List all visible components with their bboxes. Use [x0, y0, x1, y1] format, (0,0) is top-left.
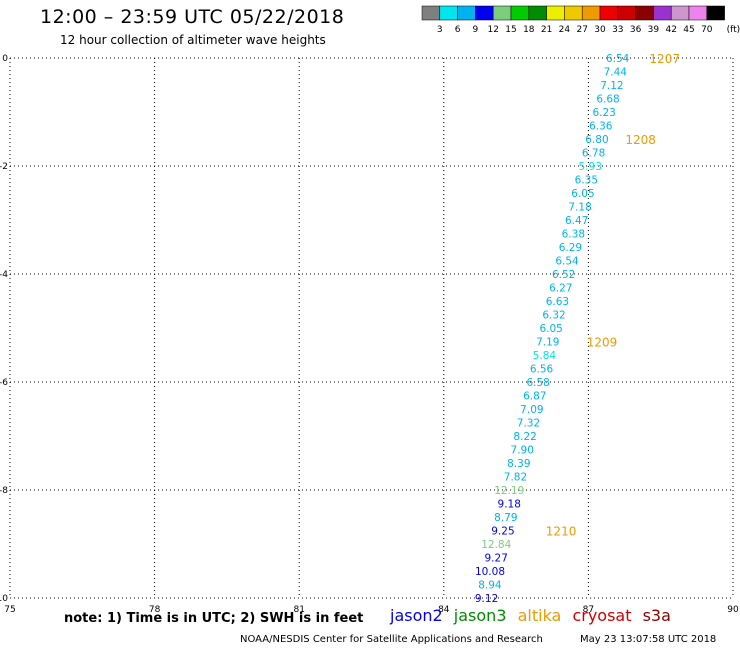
wave-height-point: 9.25 — [491, 526, 514, 538]
wave-height-point: 7.82 — [504, 472, 527, 484]
color-bin-label: 15 — [505, 25, 516, 35]
wave-height-point: 7.12 — [600, 80, 623, 92]
wave-height-point: 6.05 — [571, 188, 594, 200]
legend-cryosat: cryosat — [572, 606, 632, 625]
satellite-legend: jason2 jason3 altika cryosat s3a — [390, 606, 677, 625]
wave-height-point: 12.19 — [494, 485, 524, 497]
wave-height-point: 6.63 — [546, 296, 569, 308]
wave-height-point: 6.56 — [530, 364, 554, 376]
color-bin-label: 18 — [523, 25, 535, 35]
color-bin-label: 6 — [455, 25, 461, 35]
color-bin-label: 36 — [630, 25, 642, 35]
generated-timestamp: May 23 13:07:58 UTC 2018 — [580, 634, 717, 645]
y-tick-label: -8 — [0, 486, 8, 496]
color-bin-label: 24 — [559, 25, 571, 35]
time-label: 1207 — [649, 52, 680, 66]
color-bin-max — [706, 5, 725, 21]
legend-jason3: jason3 — [453, 606, 507, 625]
color-bin-label: 3 — [437, 25, 443, 35]
wave-height-point: 6.78 — [582, 148, 605, 160]
color-bin-label: 9 — [473, 25, 479, 35]
wave-height-point: 9.18 — [498, 499, 521, 511]
credit-line: NOAA/NESDIS Center for Satellite Applica… — [240, 634, 543, 645]
wave-height-point: 7.90 — [511, 445, 534, 457]
color-bin-label: 70 — [701, 25, 713, 35]
wave-height-point: 6.58 — [526, 377, 549, 389]
x-tick-label: 81 — [293, 605, 304, 612]
wave-height-chart: 75 78 81 84 87 90 0 -2 -4 -6 -8 -10 6.54 7.447.12 6.68… — [0, 52, 739, 612]
wave-height-point: 6.54 — [606, 53, 630, 65]
time-label: 1209 — [587, 336, 618, 350]
wave-height-point: 6.35 — [575, 175, 598, 187]
wave-height-point: 6.05 — [539, 323, 562, 335]
wave-height-point: 8.39 — [507, 458, 530, 470]
x-tick-label: 75 — [4, 605, 15, 612]
wave-height-point: 8.79 — [494, 512, 517, 524]
wave-height-point: 7.19 — [536, 337, 559, 349]
wave-height-point: 12.84 — [481, 539, 511, 551]
color-unit-label: (ft) — [727, 25, 740, 35]
wave-height-point: 7.18 — [568, 202, 591, 214]
x-tick-label: 90 — [727, 605, 739, 612]
y-tick-label: -6 — [0, 378, 8, 388]
wave-height-point: 6.87 — [523, 391, 546, 403]
legend-s3a: s3a — [642, 606, 671, 625]
y-tick-label: -10 — [0, 594, 8, 604]
wave-height-point: 6.32 — [542, 310, 565, 322]
wave-height-point: 6.52 — [552, 269, 575, 281]
wave-height-point: 10.08 — [475, 566, 505, 578]
wave-height-point: 6.68 — [596, 94, 619, 106]
wave-height-point: 6.23 — [592, 107, 615, 119]
legend-altika: altika — [517, 606, 562, 625]
grid — [9, 57, 734, 599]
wave-height-point: 6.27 — [549, 283, 572, 295]
footer-note: note: 1) Time is in UTC; 2) SWH is in fe… — [64, 611, 364, 626]
color-bin-label: 21 — [541, 25, 552, 35]
y-tick-label: -4 — [0, 270, 8, 280]
wave-height-point: 7.32 — [517, 418, 540, 430]
wave-height-point: 9.12 — [475, 593, 498, 605]
wave-height-point: 5.84 — [533, 350, 557, 362]
wave-height-point: 9.27 — [485, 553, 508, 565]
color-bin-label: 33 — [612, 25, 623, 35]
wave-height-point: 6.38 — [562, 229, 585, 241]
color-bin-label: 42 — [665, 25, 676, 35]
time-label: 1210 — [546, 525, 577, 539]
page-subtitle: 12 hour collection of altimeter wave hei… — [60, 33, 326, 47]
color-bin-label: 12 — [487, 25, 498, 35]
wave-height-point: 6.29 — [559, 242, 582, 254]
wave-height-point: 8.22 — [513, 431, 536, 443]
wave-height-point: 6.47 — [565, 215, 588, 227]
color-bin-label: 30 — [594, 25, 606, 35]
wave-height-point: 7.44 — [604, 67, 628, 79]
wave-height-point: 6.54 — [555, 256, 579, 268]
page-title: 12:00 – 23:59 UTC 05/22/2018 — [40, 6, 345, 28]
y-tick-label: -2 — [0, 162, 8, 172]
legend-jason2: jason2 — [390, 606, 443, 625]
wave-height-point: 8.94 — [478, 580, 502, 592]
color-bin-label: 45 — [683, 25, 694, 35]
x-tick-label: 87 — [583, 605, 594, 612]
time-label: 1208 — [625, 133, 656, 147]
color-bin-label: 27 — [576, 25, 587, 35]
wave-height-point: 5.93 — [579, 161, 602, 173]
wave-height-point: 6.36 — [589, 121, 613, 133]
x-tick-label: 78 — [149, 605, 161, 612]
x-tick-label: 84 — [438, 605, 450, 612]
wave-height-point: 7.09 — [520, 404, 543, 416]
y-tick-label: 0 — [2, 54, 8, 64]
color-scale-legend: 3 6 9 12 15 18 21 24 27 30 33 36 39 42 45 70 (ft) — [421, 5, 740, 35]
color-bin-label: 39 — [648, 25, 660, 35]
wave-height-point: 6.80 — [585, 134, 608, 146]
